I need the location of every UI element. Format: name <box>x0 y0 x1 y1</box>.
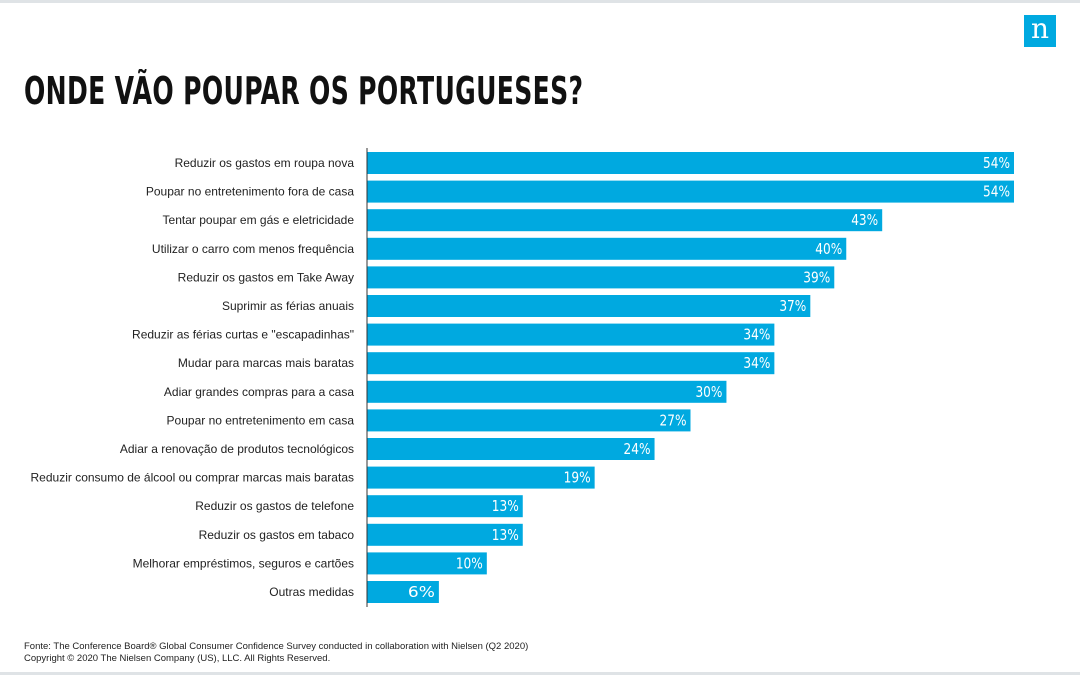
bar <box>367 581 439 603</box>
value-label: 10% <box>456 554 483 572</box>
bar-row: Reduzir os gastos de telefone 13% <box>195 495 523 518</box>
category-label: Melhorar empréstimos, seguros e cartões <box>133 556 354 570</box>
bar <box>367 352 775 375</box>
bar-row: Poupar no entretenimento em casa 27% <box>167 409 691 432</box>
bar-row: Tentar poupar em gás e eletricidade 43% <box>163 209 883 232</box>
value-label: 54% <box>983 183 1010 201</box>
category-label: Reduzir as férias curtas e "escapadinhas… <box>132 328 354 342</box>
category-label: Utilizar o carro com menos frequência <box>152 242 354 256</box>
category-label: Reduzir os gastos em roupa nova <box>175 156 355 170</box>
nielsen-logo-icon: n <box>1024 15 1056 47</box>
category-label: Reduzir os gastos em tabaco <box>199 528 355 542</box>
bar <box>367 552 487 575</box>
value-label: 37% <box>779 297 806 315</box>
category-label: Reduzir os gastos em Take Away <box>178 270 354 284</box>
logo-letter: n <box>1030 12 1050 45</box>
bar <box>367 323 775 346</box>
category-label: Poupar no entretenimento fora de casa <box>146 185 354 199</box>
bar-row: Reduzir as férias curtas e "escapadinhas… <box>132 323 775 346</box>
value-label: 19% <box>564 469 591 487</box>
bottom-divider <box>0 672 1080 675</box>
bar-row: Adiar a renovação de produtos tecnológic… <box>120 438 655 460</box>
bar <box>367 180 1014 203</box>
bar-chart: Reduzir os gastos em roupa nova 54%Poupar… <box>31 148 1014 607</box>
copyright-note: Copyright © 2020 The Nielsen Company (US… <box>24 653 331 664</box>
bar <box>367 295 811 317</box>
category-label: Suprimir as férias anuais <box>222 299 354 313</box>
value-label: 54% <box>983 154 1010 172</box>
bar <box>367 380 727 403</box>
bar-row: Reduzir consumo de álcool ou comprar mar… <box>31 466 595 489</box>
value-label: 6% <box>408 583 435 601</box>
value-label: 43% <box>851 211 878 229</box>
bar <box>367 152 1014 174</box>
category-label: Adiar a renovação de produtos tecnológic… <box>120 442 354 456</box>
category-label: Adiar grandes compras para a casa <box>164 385 354 399</box>
bar <box>367 438 655 460</box>
bar <box>367 209 883 232</box>
value-label: 30% <box>695 383 722 401</box>
value-label: 39% <box>803 268 830 286</box>
bar <box>367 466 595 489</box>
bar-row: Outras medidas 6% <box>269 581 439 603</box>
category-label: Reduzir os gastos de telefone <box>195 499 354 513</box>
category-label: Reduzir consumo de álcool ou comprar mar… <box>31 471 354 485</box>
bar <box>367 237 847 260</box>
bar-row: Reduzir os gastos em Take Away 39% <box>178 266 835 289</box>
bar-row: Reduzir os gastos em roupa nova 54% <box>175 152 1014 174</box>
value-label: 13% <box>492 497 519 515</box>
bar-row: Poupar no entretenimento fora de casa 54% <box>146 180 1014 203</box>
bar <box>367 266 835 289</box>
value-label: 27% <box>660 411 687 429</box>
bar-row: Mudar para marcas mais baratas 34% <box>178 352 775 375</box>
bar-row: Suprimir as férias anuais 37% <box>222 295 811 317</box>
bar <box>367 523 523 546</box>
bars-layer: Reduzir os gastos em roupa nova 54%Poupar… <box>31 152 1014 603</box>
category-label: Outras medidas <box>269 585 354 599</box>
bar-row: Melhorar empréstimos, seguros e cartões 1… <box>133 552 487 575</box>
top-divider <box>0 0 1080 3</box>
value-label: 34% <box>743 354 770 372</box>
bar-row: Reduzir os gastos em tabaco 13% <box>199 523 523 546</box>
category-label: Tentar poupar em gás e eletricidade <box>163 213 355 227</box>
category-label: Mudar para marcas mais baratas <box>178 356 354 370</box>
value-label: 40% <box>815 240 842 258</box>
value-label: 34% <box>743 326 770 344</box>
value-label: 13% <box>492 526 519 544</box>
chart-title: ONDE VÃO POUPAR OS PORTUGUESES? <box>24 69 584 113</box>
bar-row: Utilizar o carro com menos frequência 40% <box>152 237 847 260</box>
category-label: Poupar no entretenimento em casa <box>167 413 355 427</box>
bar <box>367 409 691 432</box>
source-note: Fonte: The Conference Board® Global Cons… <box>24 641 529 652</box>
bar <box>367 495 523 518</box>
value-label: 24% <box>624 440 651 458</box>
bar-row: Adiar grandes compras para a casa 30% <box>164 380 727 403</box>
chart-footer: Fonte: The Conference Board® Global Cons… <box>24 641 528 665</box>
